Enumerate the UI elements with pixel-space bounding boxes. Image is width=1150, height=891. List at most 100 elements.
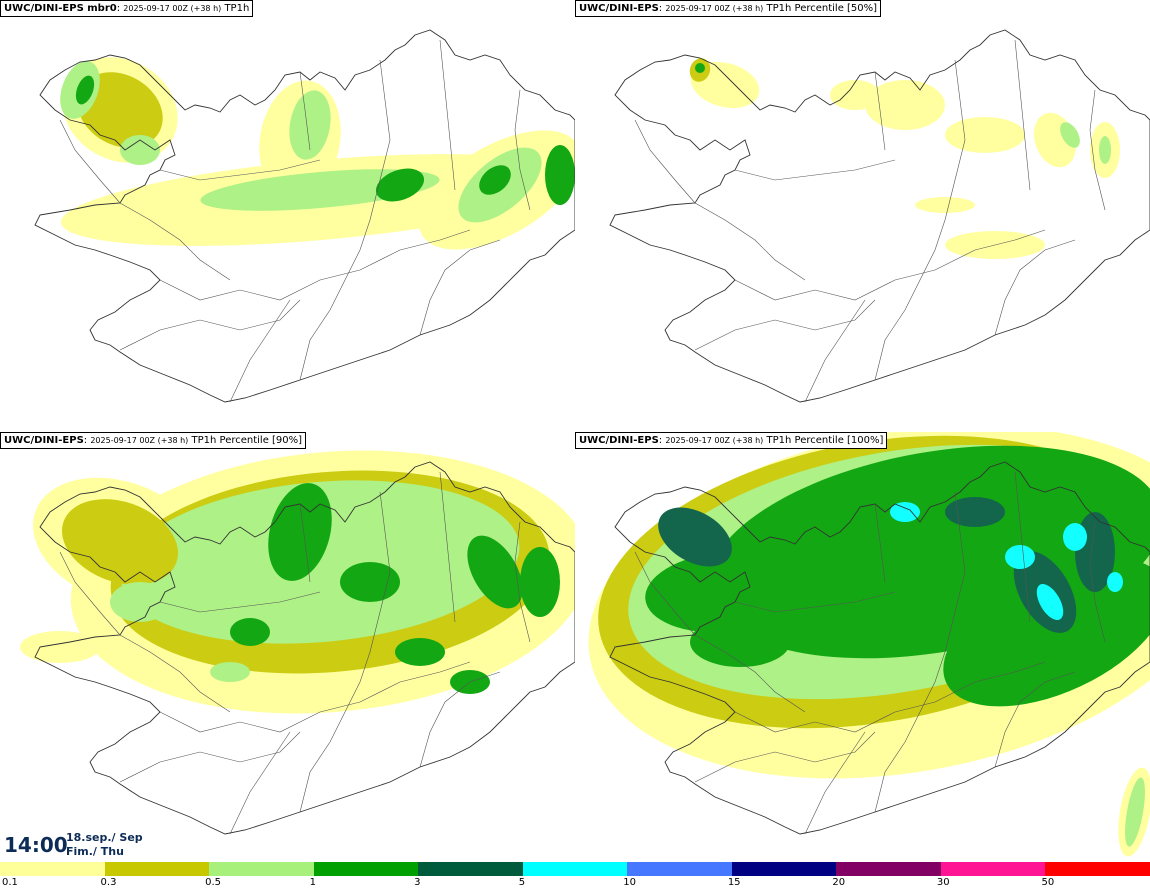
precip-area (520, 547, 560, 617)
coastline (609, 461, 1150, 835)
precip-area (120, 480, 520, 644)
precip-map (609, 29, 1150, 403)
map-panel-p50: UWC/DINI-EPS: 2025-09-17 00Z (+38 h) TP1… (575, 0, 1150, 430)
road-line (299, 219, 371, 381)
road-line (159, 229, 471, 301)
panel-title: UWC/DINI-EPS: 2025-09-17 00Z (+38 h) TP1… (0, 432, 307, 449)
valid-time-box: 14:00 18.sep./ Sep Fim./ Thu (0, 828, 150, 862)
legend-swatch (1045, 862, 1150, 876)
precip-area (690, 617, 790, 667)
road-line (734, 229, 1046, 301)
field-name: TP1h (224, 3, 250, 14)
run-time: 2025-09-17 00Z (+38 h) (123, 4, 222, 13)
panel-title: UWC/DINI-EPS mbr0: 2025-09-17 00Z (+38 h… (0, 0, 254, 17)
valid-time-hour: 14:00 (4, 833, 68, 857)
road-line (439, 39, 456, 191)
legend-swatch (627, 862, 732, 876)
road-line (59, 551, 121, 636)
precip-area (1107, 572, 1123, 592)
road-line (694, 634, 806, 713)
precip-area (395, 638, 445, 666)
legend-label: 3 (414, 877, 421, 888)
road-line (994, 239, 1076, 336)
precip-legend: 0.1 0.3 0.5 1 3 5 10 15 20 30 50 (0, 862, 1150, 891)
legend-swatch (731, 862, 837, 876)
road-line (419, 239, 501, 336)
field-name: TP1h Percentile [50%] (766, 3, 878, 14)
field-name: TP1h Percentile [90%] (191, 435, 303, 446)
legend-swatch (522, 862, 628, 876)
road-line (804, 299, 866, 403)
road-line (1014, 471, 1031, 623)
precip-area (645, 551, 805, 633)
model-name: UWC/DINI-EPS mbr0 (4, 3, 117, 14)
legend-label: 0.5 (205, 877, 221, 888)
valid-time-date: 18.sep./ Sep (66, 831, 143, 844)
road-line (159, 159, 321, 181)
road-line (369, 59, 391, 221)
legend-swatch (209, 862, 314, 876)
legend-label: 15 (727, 877, 741, 888)
road-line (439, 471, 456, 623)
precip-area (1063, 523, 1087, 551)
panel-title: UWC/DINI-EPS: 2025-09-17 00Z (+38 h) TP1… (575, 0, 882, 17)
road-line (229, 731, 291, 835)
road-line (119, 299, 301, 351)
coastline (34, 461, 575, 835)
precip-map (20, 450, 575, 835)
model-name: UWC/DINI-EPS (579, 3, 659, 14)
precip-area (479, 165, 511, 195)
road-line (634, 119, 696, 204)
run-time: 2025-09-17 00Z (+38 h) (665, 4, 764, 13)
legend-color-bar (0, 862, 1150, 876)
legend-label: 30 (936, 877, 950, 888)
precip-area (20, 631, 100, 663)
road-line (59, 119, 121, 204)
precip-layer (60, 57, 575, 250)
precip-area (375, 168, 425, 202)
precip-area (340, 562, 400, 602)
run-time: 2025-09-17 00Z (+38 h) (90, 436, 189, 445)
map-panel-p100: UWC/DINI-EPS: 2025-09-17 00Z (+38 h) TP1… (575, 432, 1150, 862)
legend-label: 20 (832, 877, 846, 888)
legend-label: 50 (1041, 877, 1055, 888)
legend-swatch (313, 862, 419, 876)
precip-area (110, 582, 170, 622)
precip-area (1060, 122, 1080, 148)
precip-area (120, 135, 160, 165)
road-line (119, 731, 301, 783)
precip-area (230, 618, 270, 646)
road-line (159, 661, 471, 733)
precip-layer (588, 432, 1150, 857)
precip-area (61, 499, 179, 585)
road-line (299, 651, 371, 813)
road-line (874, 651, 946, 813)
road-line (874, 71, 886, 151)
legend-swatch (836, 862, 941, 876)
road-line (229, 299, 291, 403)
precip-area (200, 169, 440, 211)
road-line (634, 551, 696, 636)
model-name: UWC/DINI-EPS (579, 435, 659, 446)
road-line (804, 731, 866, 835)
road-line (994, 671, 1076, 768)
coastline (34, 29, 575, 403)
model-name: UWC/DINI-EPS (4, 435, 84, 446)
road-line (694, 299, 876, 351)
precip-area (945, 497, 1005, 527)
precip-area (1099, 136, 1111, 164)
map-panel-member0: UWC/DINI-EPS mbr0: 2025-09-17 00Z (+38 h… (0, 0, 575, 430)
panel-title: UWC/DINI-EPS: 2025-09-17 00Z (+38 h) TP1… (575, 432, 888, 449)
legend-swatch (418, 862, 523, 876)
precip-area (865, 80, 945, 130)
precip-area (830, 80, 880, 110)
road-line (944, 59, 966, 221)
precip-area (289, 90, 331, 160)
precip-area (695, 63, 705, 73)
road-line (874, 219, 946, 381)
precip-map (34, 29, 575, 403)
road-line (299, 503, 311, 583)
legend-label: 5 (518, 877, 526, 888)
road-line (299, 71, 311, 151)
run-time: 2025-09-17 00Z (+38 h) (665, 436, 764, 445)
